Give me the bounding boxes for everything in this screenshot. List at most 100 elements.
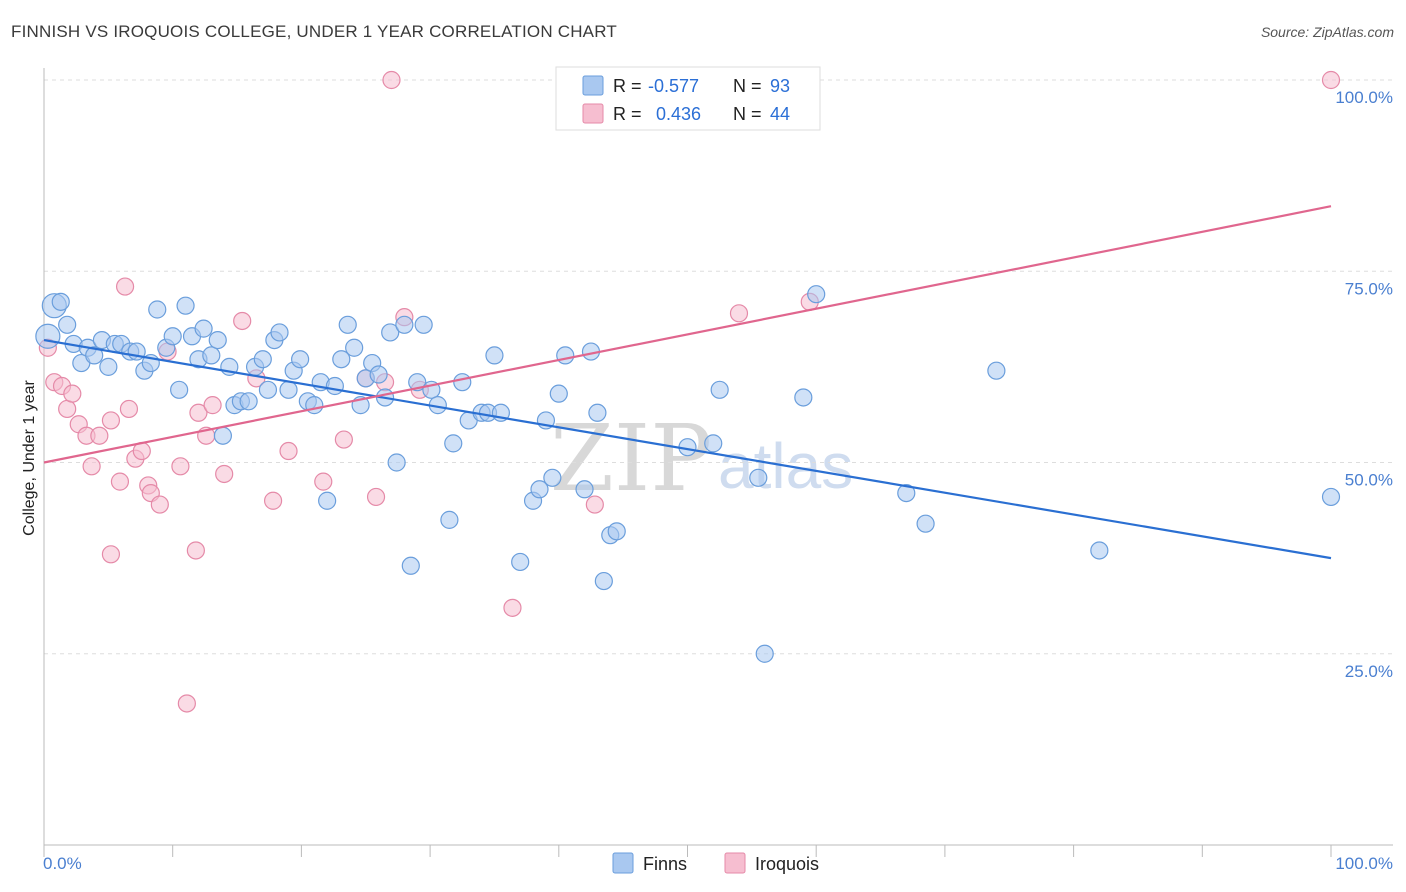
iroquois-point xyxy=(1321,70,1341,90)
legend-iroquois-n-label: N = xyxy=(733,104,762,124)
bottom-legend-finns: Finns xyxy=(643,854,687,874)
legend-finns-r-label: R = xyxy=(613,76,642,96)
y-tick-label: 50.0% xyxy=(1345,471,1393,490)
finns-point xyxy=(291,350,310,369)
bottom-legend-iroquois: Iroquois xyxy=(755,854,819,874)
bottom-legend-swatch-finns xyxy=(612,852,634,874)
x-tick-label-min: 0.0% xyxy=(43,854,82,873)
iroquois-point xyxy=(233,311,252,331)
finns-point xyxy=(318,491,337,510)
bottom-legend-swatch-iroquois xyxy=(724,852,746,874)
y-tick-label: 75.0% xyxy=(1345,279,1393,298)
x-tick-label-max: 100.0% xyxy=(1335,854,1393,873)
iroquois-point xyxy=(279,441,298,461)
chart-source: Source: ZipAtlas.com xyxy=(1260,24,1394,40)
iroquois-point xyxy=(101,411,121,430)
finns-point xyxy=(194,319,213,338)
finns-point xyxy=(176,296,195,315)
finns-point xyxy=(239,392,258,411)
finns-point xyxy=(253,350,272,369)
finns-point xyxy=(35,323,61,349)
finns-point xyxy=(99,357,118,376)
finns-point xyxy=(163,327,182,346)
finns-point xyxy=(749,468,768,487)
legend-finns-r-value: -0.577 xyxy=(648,76,699,96)
iroquois-point xyxy=(203,396,222,415)
finns-point xyxy=(1321,487,1341,507)
legend: R = -0.577 N = 93 R = 0.436 N = 44 xyxy=(555,66,821,131)
finns-point xyxy=(270,323,289,342)
y-tick-label: 25.0% xyxy=(1345,662,1393,681)
finns-trend-line xyxy=(43,339,1332,560)
iroquois-point xyxy=(382,70,401,90)
finns-point xyxy=(556,346,575,365)
scatter-points xyxy=(35,70,1341,713)
finns-point xyxy=(369,365,388,384)
finns-point xyxy=(588,403,607,422)
finns-point xyxy=(305,396,324,415)
finns-point xyxy=(213,426,232,445)
finns-point xyxy=(279,380,298,399)
finns-point xyxy=(511,552,530,572)
finns-point xyxy=(85,346,104,365)
finns-point xyxy=(575,480,594,499)
y-axis-title: College, Under 1 year xyxy=(21,380,38,536)
finns-point xyxy=(338,315,357,334)
finns-point xyxy=(414,315,433,334)
finns-point xyxy=(594,571,613,591)
finns-point xyxy=(401,556,420,575)
finns-point xyxy=(453,373,472,392)
finns-point xyxy=(258,380,278,399)
bottom-legend: Finns Iroquois xyxy=(612,852,819,874)
iroquois-point xyxy=(177,694,196,713)
legend-finns-n-value: 93 xyxy=(770,76,790,96)
finns-point xyxy=(440,510,459,529)
finns-point xyxy=(704,434,723,453)
legend-iroquois-n-value: 44 xyxy=(770,104,790,124)
iroquois-point xyxy=(366,487,386,507)
iroquois-point xyxy=(585,495,604,514)
iroquois-point xyxy=(729,304,749,323)
iroquois-point xyxy=(189,403,208,422)
iroquois-point xyxy=(263,491,283,510)
chart-title: FINNISH VS IROQUOIS COLLEGE, UNDER 1 YEA… xyxy=(11,22,617,41)
axes xyxy=(43,68,1393,857)
legend-swatch-iroquois xyxy=(582,103,604,124)
finns-point xyxy=(807,285,826,304)
finns-point xyxy=(530,480,549,499)
finns-point xyxy=(755,644,774,663)
legend-iroquois-r-label: R = xyxy=(613,104,642,124)
finns-point xyxy=(987,361,1006,380)
finns-point xyxy=(202,346,221,365)
finns-point xyxy=(208,331,227,350)
finns-point xyxy=(444,434,463,453)
finns-point xyxy=(345,338,364,357)
finns-point xyxy=(710,380,729,399)
iroquois-point xyxy=(186,541,205,560)
iroquois-trend-line xyxy=(43,205,1332,464)
legend-finns-n-label: N = xyxy=(733,76,762,96)
finns-point xyxy=(51,292,70,311)
finns-point xyxy=(543,468,562,487)
finns-point xyxy=(148,300,167,319)
iroquois-point xyxy=(215,464,234,484)
iroquois-point xyxy=(314,472,333,491)
finns-point xyxy=(387,453,406,472)
iroquois-point xyxy=(101,545,121,564)
iroquois-point xyxy=(90,426,109,445)
iroquois-point xyxy=(150,495,169,514)
finns-point xyxy=(170,380,189,399)
iroquois-point xyxy=(503,598,522,617)
finns-point xyxy=(325,376,344,396)
finns-point xyxy=(607,522,626,541)
finns-point xyxy=(381,323,400,342)
finns-point xyxy=(916,514,935,533)
iroquois-point xyxy=(110,472,130,491)
iroquois-point xyxy=(171,457,190,476)
iroquois-point xyxy=(334,430,353,449)
y-tick-labels: 25.0% 50.0% 75.0% 100.0% xyxy=(1335,88,1393,681)
trend-lines xyxy=(43,205,1332,560)
watermark-zip: ZIP xyxy=(550,405,712,512)
finns-point xyxy=(332,350,351,369)
